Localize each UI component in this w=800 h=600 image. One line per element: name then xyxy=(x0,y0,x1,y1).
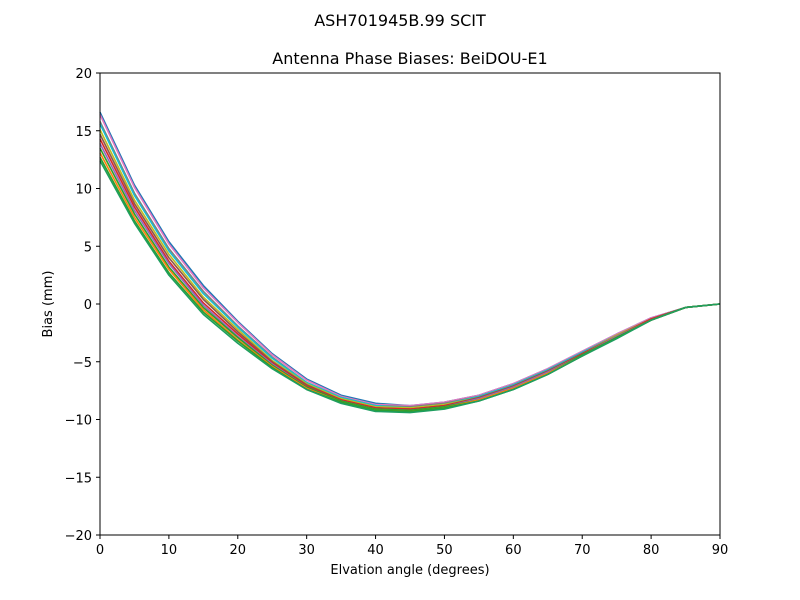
plot-frame xyxy=(99,72,721,536)
y-tick-label: 0 xyxy=(84,298,92,313)
chart-title: Antenna Phase Biases: BeiDOU-E1 xyxy=(272,49,547,68)
y-tick-label: 15 xyxy=(75,125,92,140)
x-tick-label: 70 xyxy=(574,543,591,558)
x-tick-label: 10 xyxy=(161,543,178,558)
series-line-2 xyxy=(99,114,721,407)
y-tick-label: −5 xyxy=(73,356,92,371)
series-line-4 xyxy=(99,123,721,409)
x-tick-label: 80 xyxy=(643,543,660,558)
x-tick-label: 60 xyxy=(505,543,522,558)
series-line-1 xyxy=(99,111,721,407)
y-tick-label: −10 xyxy=(65,414,92,429)
x-tick-label: 20 xyxy=(230,543,247,558)
series-line-12 xyxy=(99,160,721,414)
x-tick-label: 40 xyxy=(367,543,384,558)
series-line-5 xyxy=(99,129,721,409)
y-axis-label: Bias (mm) xyxy=(41,271,56,338)
x-axis-ticks: 0 10 20 30 40 50 60 70 80 90 xyxy=(96,535,728,558)
y-tick-label: 10 xyxy=(75,183,92,198)
y-tick-label: 20 xyxy=(75,67,92,82)
y-axis-ticks: −20 −15 −10 −5 0 5 10 15 20 xyxy=(65,67,100,544)
x-tick-label: 30 xyxy=(298,543,315,558)
series-group xyxy=(99,111,721,414)
y-tick-label: −15 xyxy=(65,471,92,486)
series-line-3 xyxy=(99,121,721,408)
x-tick-label: 50 xyxy=(436,543,453,558)
y-tick-label: −20 xyxy=(65,529,92,544)
x-axis-label: Elvation angle (degrees) xyxy=(330,563,489,578)
chart-suptitle: ASH701945B.99 SCIT xyxy=(314,11,486,30)
x-tick-label: 0 xyxy=(96,543,104,558)
series-line-11 xyxy=(99,156,721,413)
x-tick-label: 90 xyxy=(712,543,729,558)
series-line-8 xyxy=(99,143,721,412)
y-tick-label: 5 xyxy=(84,240,92,255)
